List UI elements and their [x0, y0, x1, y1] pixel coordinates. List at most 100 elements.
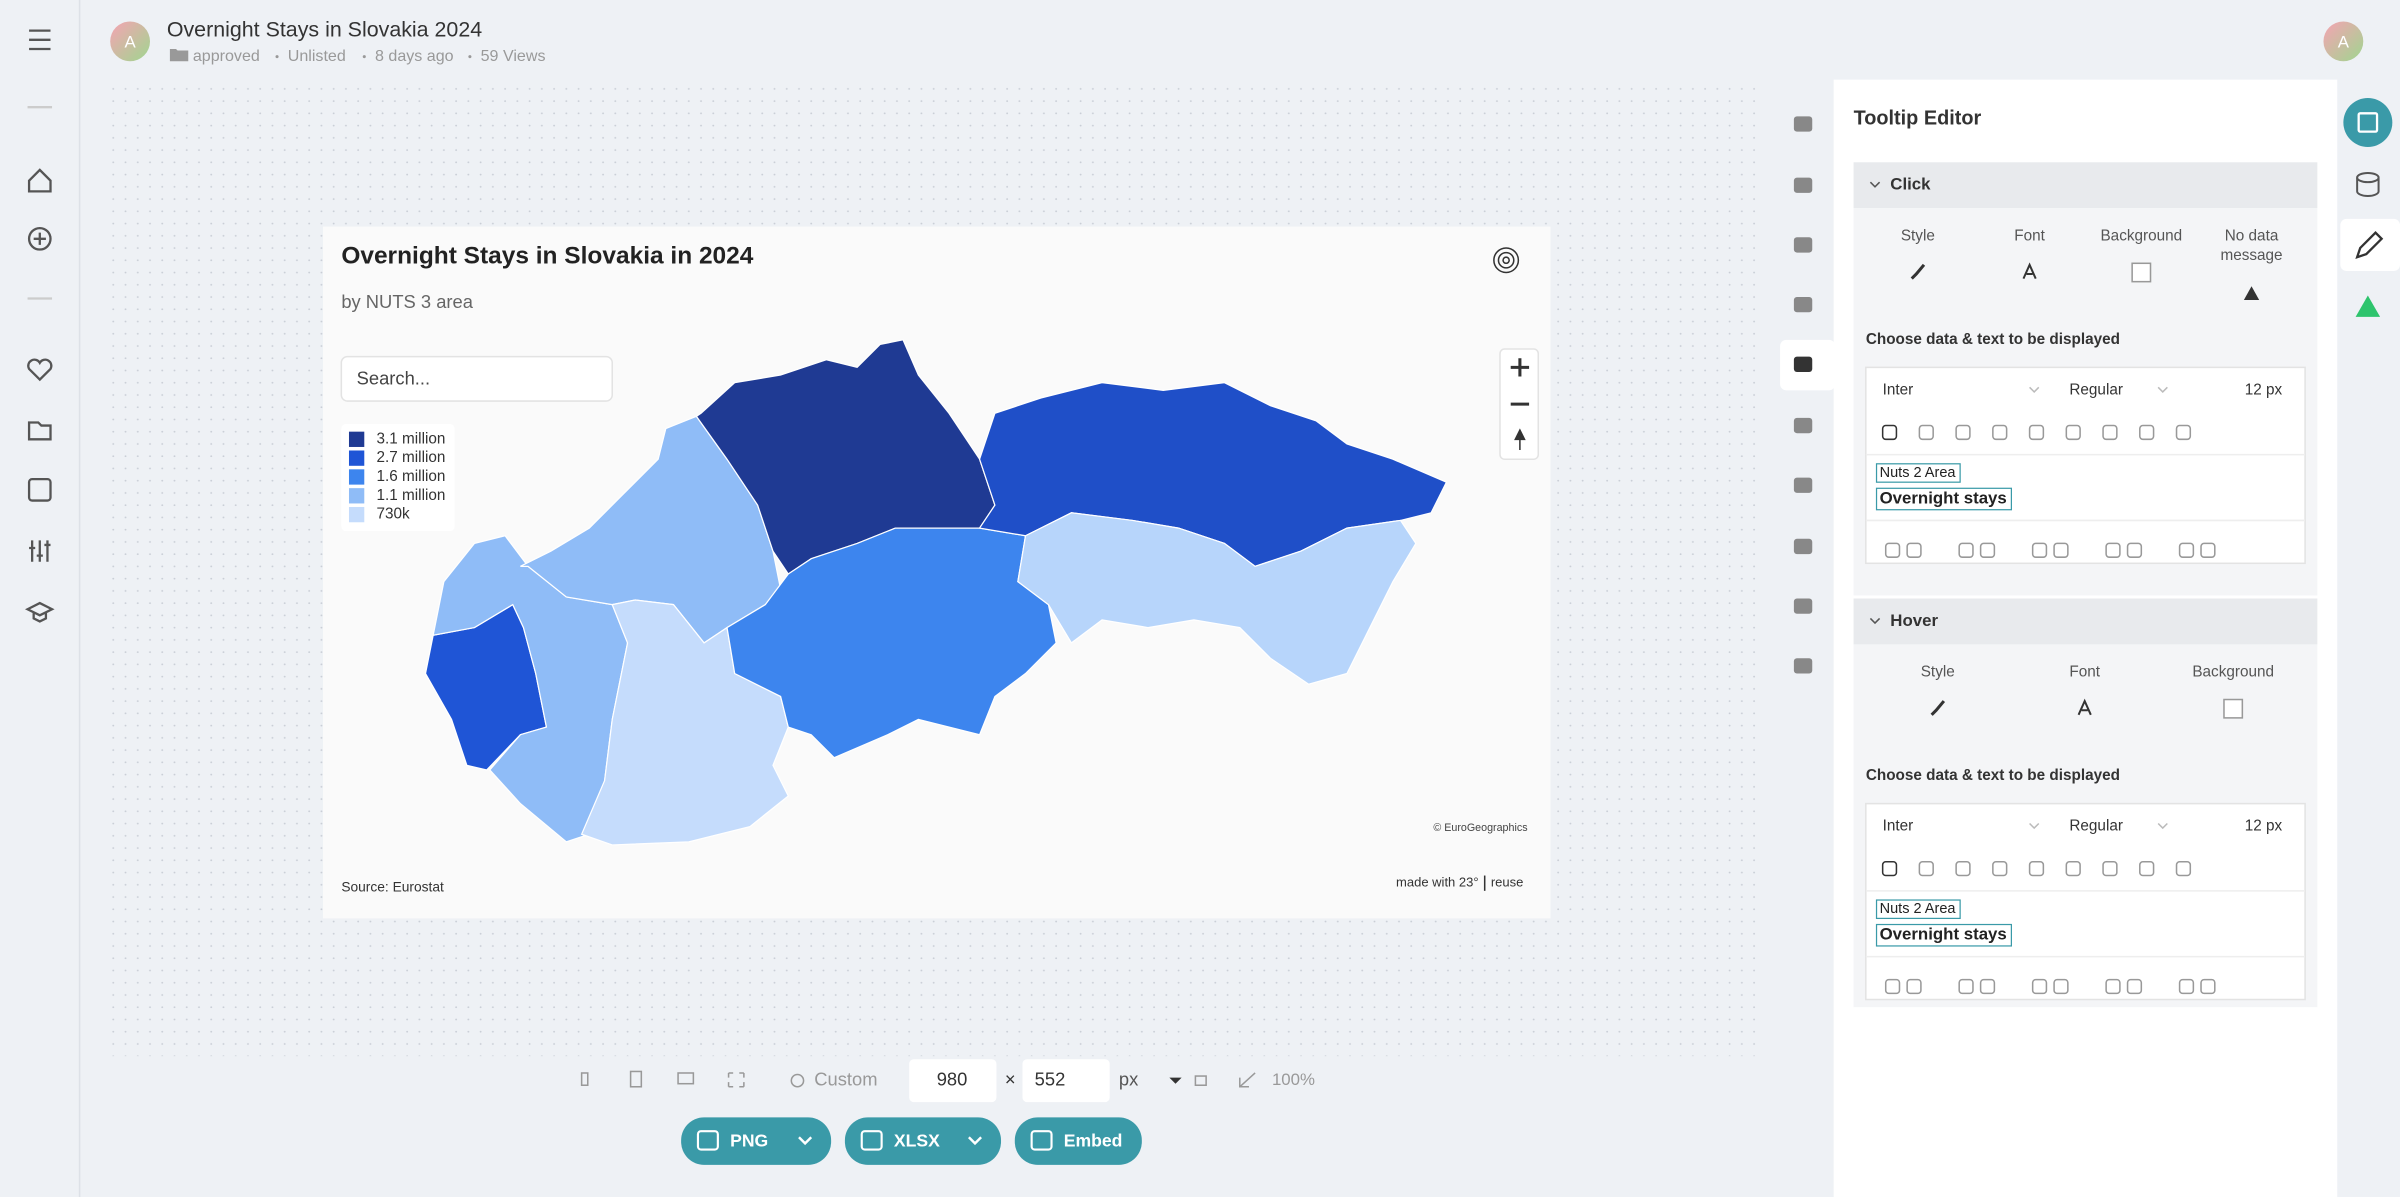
format-button[interactable] — [1992, 861, 2008, 877]
fullscreen-icon[interactable] — [727, 1072, 745, 1088]
insert-button[interactable] — [2053, 978, 2069, 995]
dropdown[interactable] — [2157, 822, 2168, 830]
section-header[interactable] — [1853, 162, 2318, 209]
reset-north[interactable] — [1514, 428, 1526, 451]
background-checkbox[interactable] — [2131, 262, 2152, 283]
images-icon[interactable] — [27, 477, 52, 502]
insert-button[interactable] — [1884, 978, 1901, 995]
insert-button[interactable] — [2031, 978, 2048, 995]
field-tag[interactable]: Nuts 2 Area — [1880, 465, 1957, 481]
insert-button[interactable] — [2200, 542, 2216, 558]
export-dropdown[interactable] — [968, 1136, 982, 1146]
insert-button[interactable] — [1958, 978, 1974, 995]
insert-button[interactable] — [2200, 978, 2216, 995]
tool-icon[interactable] — [1793, 296, 1813, 313]
tool-icon[interactable] — [1793, 177, 1813, 193]
style-icon[interactable] — [1910, 263, 1926, 280]
format-button[interactable] — [2139, 424, 2155, 441]
laptop-icon[interactable] — [677, 1072, 695, 1085]
format-button[interactable] — [2102, 424, 2118, 441]
insert-button[interactable] — [2178, 542, 2195, 558]
folder-icon[interactable] — [27, 421, 52, 441]
insert-button[interactable] — [2105, 978, 2121, 995]
dropdown[interactable] — [2029, 822, 2040, 830]
tool-icon[interactable] — [1793, 538, 1813, 555]
insert-button[interactable] — [2105, 542, 2121, 558]
font-size[interactable]: 12 px — [2245, 381, 2283, 398]
format-button[interactable] — [2175, 424, 2192, 441]
section-header[interactable] — [1853, 598, 2318, 645]
style-icon[interactable] — [1930, 700, 1946, 716]
user-avatar[interactable] — [2323, 21, 2364, 62]
menu-icon[interactable] — [29, 29, 51, 51]
insert-button[interactable] — [2126, 542, 2143, 558]
tool-icon[interactable] — [1793, 116, 1813, 132]
tool-icon[interactable] — [1793, 356, 1813, 372]
avatar[interactable] — [110, 21, 150, 62]
search-box[interactable] — [340, 355, 614, 402]
format-button[interactable] — [1955, 424, 1971, 441]
favorites-icon[interactable] — [27, 358, 53, 382]
data-icon[interactable] — [2356, 171, 2380, 184]
export-button[interactable] — [1014, 1117, 1142, 1165]
insert-button[interactable] — [1979, 542, 1996, 558]
made-with[interactable]: made with 23° — [1396, 875, 1479, 890]
insert-button[interactable] — [1906, 542, 1922, 558]
dropdown[interactable] — [2029, 386, 2040, 393]
export-button[interactable] — [681, 1117, 832, 1165]
region-nitra[interactable] — [580, 599, 790, 846]
font-icon[interactable] — [2022, 262, 2037, 280]
insert-button[interactable] — [1958, 542, 1974, 558]
format-button[interactable] — [1992, 424, 2008, 441]
insert-button[interactable] — [1906, 978, 1922, 995]
tool-icon[interactable] — [1793, 598, 1813, 614]
region-kosice[interactable] — [1017, 512, 1417, 685]
learn-icon[interactable] — [24, 601, 55, 623]
font-family[interactable]: Inter — [1883, 818, 1914, 835]
warning-icon[interactable] — [2243, 286, 2260, 301]
format-button[interactable] — [2139, 861, 2155, 877]
format-button[interactable] — [1881, 424, 1898, 441]
insert-button[interactable] — [2053, 542, 2069, 558]
add-icon[interactable] — [27, 226, 52, 251]
dropdown[interactable] — [2157, 386, 2168, 393]
tablet-icon[interactable] — [629, 1070, 643, 1088]
lock-icon[interactable] — [1194, 1075, 1207, 1086]
export-button[interactable] — [844, 1117, 1002, 1165]
insert-button[interactable] — [2178, 978, 2195, 995]
publish-icon[interactable] — [2355, 295, 2381, 317]
tool-icon[interactable] — [1793, 477, 1813, 493]
insert-button[interactable] — [2126, 978, 2143, 995]
field-tag[interactable]: Nuts 2 Area — [1880, 901, 1957, 917]
format-button[interactable] — [2028, 424, 2045, 441]
region-banska-bystrica[interactable] — [726, 527, 1057, 759]
tool-icon[interactable] — [1793, 417, 1813, 434]
mobile-icon[interactable] — [580, 1072, 589, 1086]
format-button[interactable] — [1955, 861, 1971, 877]
font-family[interactable]: Inter — [1883, 381, 1914, 398]
zoom-in[interactable] — [1510, 358, 1530, 377]
format-button[interactable] — [2175, 861, 2192, 877]
format-button[interactable] — [1881, 861, 1898, 877]
format-button[interactable] — [2065, 424, 2081, 441]
reuse-link[interactable]: reuse — [1491, 875, 1524, 890]
scale-icon[interactable] — [1239, 1072, 1256, 1088]
size-preset[interactable]: Custom — [814, 1068, 877, 1089]
height-input[interactable] — [1022, 1059, 1110, 1103]
field-tag[interactable]: Overnight stays — [1880, 488, 2007, 507]
background-checkbox[interactable] — [2223, 698, 2244, 719]
format-button[interactable] — [2028, 861, 2045, 877]
font-icon[interactable] — [2077, 698, 2092, 716]
format-button[interactable] — [2065, 861, 2081, 877]
unit-dropdown[interactable] — [1169, 1077, 1182, 1084]
insert-button[interactable] — [1884, 542, 1901, 558]
format-button[interactable] — [1918, 424, 1934, 441]
settings-icon[interactable] — [29, 540, 51, 562]
width-input[interactable] — [909, 1059, 997, 1103]
insert-button[interactable] — [2031, 542, 2048, 558]
edit-icon[interactable] — [2355, 231, 2384, 259]
export-dropdown[interactable] — [798, 1136, 813, 1146]
tool-icon[interactable] — [1793, 658, 1813, 674]
home-icon[interactable] — [27, 168, 52, 193]
tool-icon[interactable] — [1793, 237, 1813, 253]
